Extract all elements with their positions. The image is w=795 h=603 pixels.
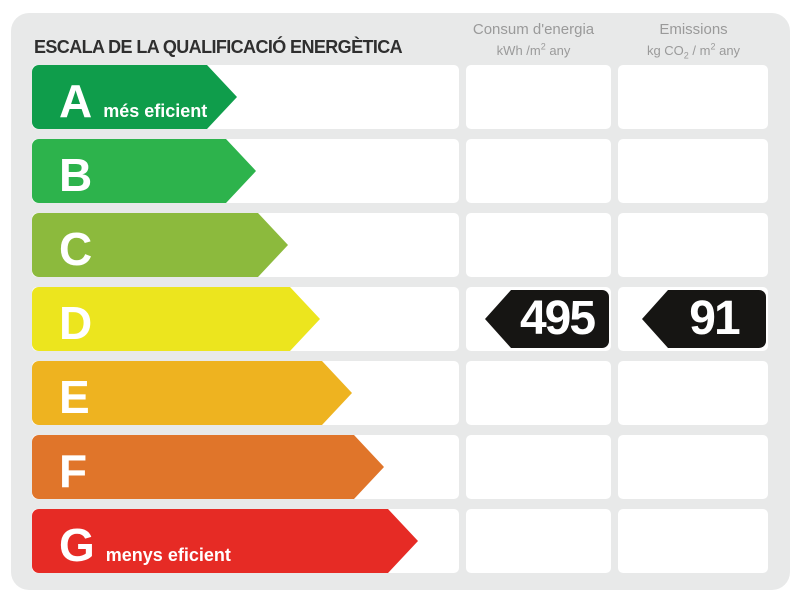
arrow-tip-icon [226, 139, 256, 203]
consum-header-unit: kWh /m2 any [496, 41, 571, 58]
emissions-cell-f [618, 435, 768, 499]
arrow-tip-icon [322, 361, 352, 425]
grade-letter: B [59, 149, 92, 201]
emissions-column-header: Emissions kg CO2 / m2 any [616, 20, 771, 61]
consum-value-arrow: 495 [485, 290, 609, 348]
grade-letter: C [59, 223, 92, 275]
consum-cell-e [466, 361, 611, 425]
grade-arrow-body: D [32, 287, 290, 351]
consum-header-label: Consum d'energia [472, 21, 595, 38]
consum-cell-f [466, 435, 611, 499]
grade-arrow-b: B [32, 139, 256, 203]
grade-annotation: més eficient [103, 101, 208, 121]
consum-cell-a [466, 65, 611, 129]
emissions-header-label: Emissions [659, 21, 728, 38]
grade-arrow-body: B [32, 139, 226, 203]
emissions-cell-a [618, 65, 768, 129]
value-arrow-tip-icon [485, 290, 511, 348]
energy-label-card: ESCALA DE LA QUALIFICACIÓ ENERGÈTICA Con… [11, 13, 790, 590]
grade-arrow-body: C [32, 213, 258, 277]
grade-arrow-f: F [32, 435, 384, 499]
arrow-tip-icon [388, 509, 418, 573]
emissions-cell-d: 91 [618, 287, 768, 351]
grade-letter: G [59, 519, 95, 571]
emissions-header-unit: kg CO2 / m2 any [646, 41, 741, 61]
grade-row-b: B [11, 139, 790, 203]
grade-arrow-body: F [32, 435, 354, 499]
consum-cell-c [466, 213, 611, 277]
grade-letter: F [59, 445, 87, 497]
scale-title: ESCALA DE LA QUALIFICACIÓ ENERGÈTICA [34, 37, 403, 57]
grade-letter: D [59, 297, 92, 349]
consum-cell-g [466, 509, 611, 573]
arrow-tip-icon [258, 213, 288, 277]
arrow-tip-icon [207, 65, 238, 129]
emissions-value: 91 [668, 290, 766, 348]
grade-row-c: C [11, 213, 790, 277]
emissions-cell-e [618, 361, 768, 425]
consum-cell-b [466, 139, 611, 203]
arrow-tip-icon [354, 435, 384, 499]
emissions-value-arrow: 91 [642, 290, 766, 348]
consum-value: 495 [511, 290, 609, 348]
grade-row-d: 495 91 D [11, 287, 790, 351]
grade-row-e: E [11, 361, 790, 425]
grade-arrow-d: D [32, 287, 320, 351]
emissions-cell-b [618, 139, 768, 203]
arrow-tip-icon [290, 287, 320, 351]
grade-letter: E [59, 371, 90, 423]
grade-annotation: menys eficient [105, 545, 231, 565]
value-arrow-tip-icon [642, 290, 668, 348]
grade-arrow-e: E [32, 361, 352, 425]
emissions-cell-g [618, 509, 768, 573]
grade-row-f: F [11, 435, 790, 499]
emissions-cell-c [618, 213, 768, 277]
grade-arrow-body: E [32, 361, 322, 425]
grade-letter: A [59, 75, 92, 127]
consum-column-header: Consum d'energia kWh /m2 any [456, 20, 611, 59]
consum-cell-d: 495 [466, 287, 611, 351]
grade-arrow-c: C [32, 213, 288, 277]
